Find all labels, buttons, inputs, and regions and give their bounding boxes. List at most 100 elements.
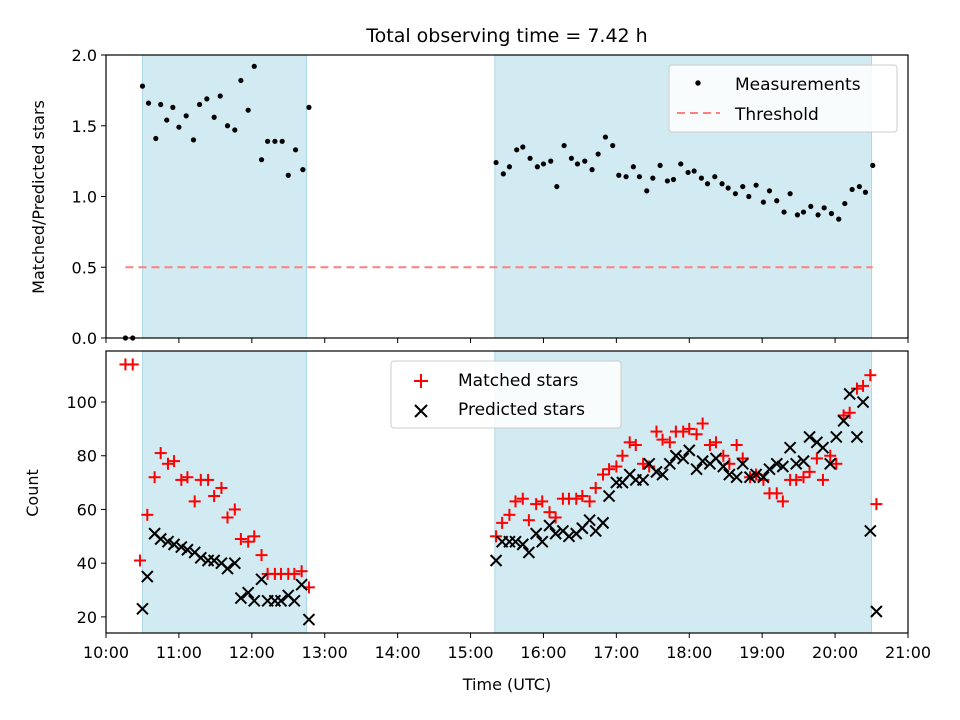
predicted-star-point: [562, 530, 576, 543]
measurement-point: [725, 185, 731, 191]
predicted-star-point: [763, 462, 776, 476]
matched-star-point: [596, 468, 609, 481]
bottom-panel: 20 40 60 80 100 10:00 11:00 12:00 13:00 14:00 15:…: [23, 350, 931, 694]
matched-star-point: [570, 492, 583, 505]
measurement-point: [574, 161, 581, 167]
matched-star-point: [776, 495, 789, 508]
predicted-star-point: [837, 414, 850, 428]
matched-star-point: [134, 554, 147, 567]
bottom-y-axis-label: Count: [23, 469, 42, 517]
predicted-star-point: [549, 527, 562, 540]
bottom-axes-frame: [105, 350, 909, 634]
matched-star-point: [770, 487, 783, 500]
measurement-point: [630, 164, 636, 170]
predicted-star-point: [770, 457, 783, 471]
measurement-point: [732, 191, 739, 197]
matched-star-point: [576, 490, 589, 503]
predicted-star-point: [234, 591, 248, 605]
matched-star-point: [154, 447, 167, 460]
predicted-star-point: [221, 562, 234, 575]
y-tick-label: 100: [66, 393, 97, 412]
matched-star-point: [148, 471, 161, 484]
measurement-point: [204, 96, 210, 102]
measurement-point: [514, 147, 520, 153]
measurement-point: [856, 183, 862, 190]
matched-star-point: [824, 449, 837, 462]
measurement-point: [670, 176, 677, 183]
predicted-star-point: [248, 594, 261, 607]
predicted-star-point: [816, 441, 830, 454]
predicted-star-point: [843, 387, 856, 401]
measurement-point: [828, 210, 835, 217]
predicted-star-point: [207, 554, 221, 567]
matched-star-point: [656, 433, 669, 446]
measurement-points: [122, 63, 876, 341]
measurement-point: [740, 183, 746, 190]
predicted-star-point: [288, 594, 301, 607]
matched-star-point: [663, 436, 676, 449]
predicted-star-point: [175, 540, 188, 554]
matched-star-point: [690, 428, 703, 441]
x-tick-label: 14:00: [375, 643, 421, 662]
measurement-point: [664, 178, 671, 184]
measurement-point: [285, 172, 291, 178]
predicted-star-point: [650, 465, 663, 479]
matched-star-point: [234, 533, 247, 545]
x-tick-label: 18:00: [666, 643, 712, 662]
y-tick-label: 0.0: [72, 329, 97, 348]
predicted-star-point: [749, 468, 763, 481]
predicted-star-point: [602, 489, 616, 503]
matched-star-point: [288, 567, 301, 580]
matched-star-point: [536, 495, 549, 508]
matched-legend-marker: [414, 374, 428, 388]
measurement-point: [548, 158, 554, 164]
matched-star-point: [710, 436, 723, 449]
predicted-star-point: [636, 473, 650, 487]
measurement-point: [616, 172, 622, 178]
measurement-point: [774, 198, 780, 204]
matched-star-point: [248, 530, 261, 543]
predicted-star-point: [274, 594, 288, 607]
matched-star-point: [610, 460, 623, 473]
top-y-axis-label: Matched/Predicted stars: [29, 100, 48, 294]
matched-star-point: [677, 425, 690, 438]
measurement-point: [794, 212, 801, 218]
matched-star-point: [490, 530, 503, 543]
top-chart-title: Total observing time = 7.42 h: [365, 25, 647, 47]
matched-star-point: [242, 535, 255, 548]
top-panel: Total observing time = 7.42 h 0.0 0.5 1.0 1…: [29, 25, 909, 348]
top-y-ticks: 0.0 0.5 1.0 1.5 2.0: [72, 46, 106, 348]
top-x-ticks: [105, 338, 909, 343]
measurement-point: [232, 127, 238, 133]
x-tick-label: 19:00: [739, 643, 785, 662]
measurement-point: [238, 77, 244, 84]
matched-star-point: [141, 508, 154, 521]
predicted-star-point: [850, 430, 864, 444]
predicted-star-point: [690, 462, 703, 476]
matched-star-point: [790, 473, 803, 486]
measurement-point: [691, 168, 697, 174]
predicted-star-point: [516, 538, 530, 551]
matched-star-point: [589, 481, 602, 494]
matched-star-point: [603, 463, 616, 476]
measurement-point: [520, 144, 526, 150]
bottom-legend-box: [390, 360, 622, 429]
predicted-star-point: [676, 452, 690, 465]
predicted-star-point: [509, 535, 522, 548]
predicted-star-point: [743, 471, 757, 484]
measurement-point: [800, 209, 807, 215]
predicted-star-point: [194, 551, 207, 565]
x-tick-label: 15:00: [447, 643, 493, 662]
matched-star-point: [516, 492, 529, 505]
matched-star-point: [583, 495, 596, 508]
measurement-point: [766, 188, 773, 194]
matched-star-point: [810, 452, 823, 465]
measurement-point: [258, 157, 265, 163]
predicted-star-point: [522, 546, 536, 559]
measurement-point: [602, 134, 609, 140]
bottom-legend: Matched stars Predicted stars: [390, 360, 622, 429]
predicted-star-point: [864, 524, 877, 538]
predicted-star-point: [669, 449, 683, 462]
measurement-point: [272, 138, 278, 144]
measurement-point: [292, 147, 299, 153]
